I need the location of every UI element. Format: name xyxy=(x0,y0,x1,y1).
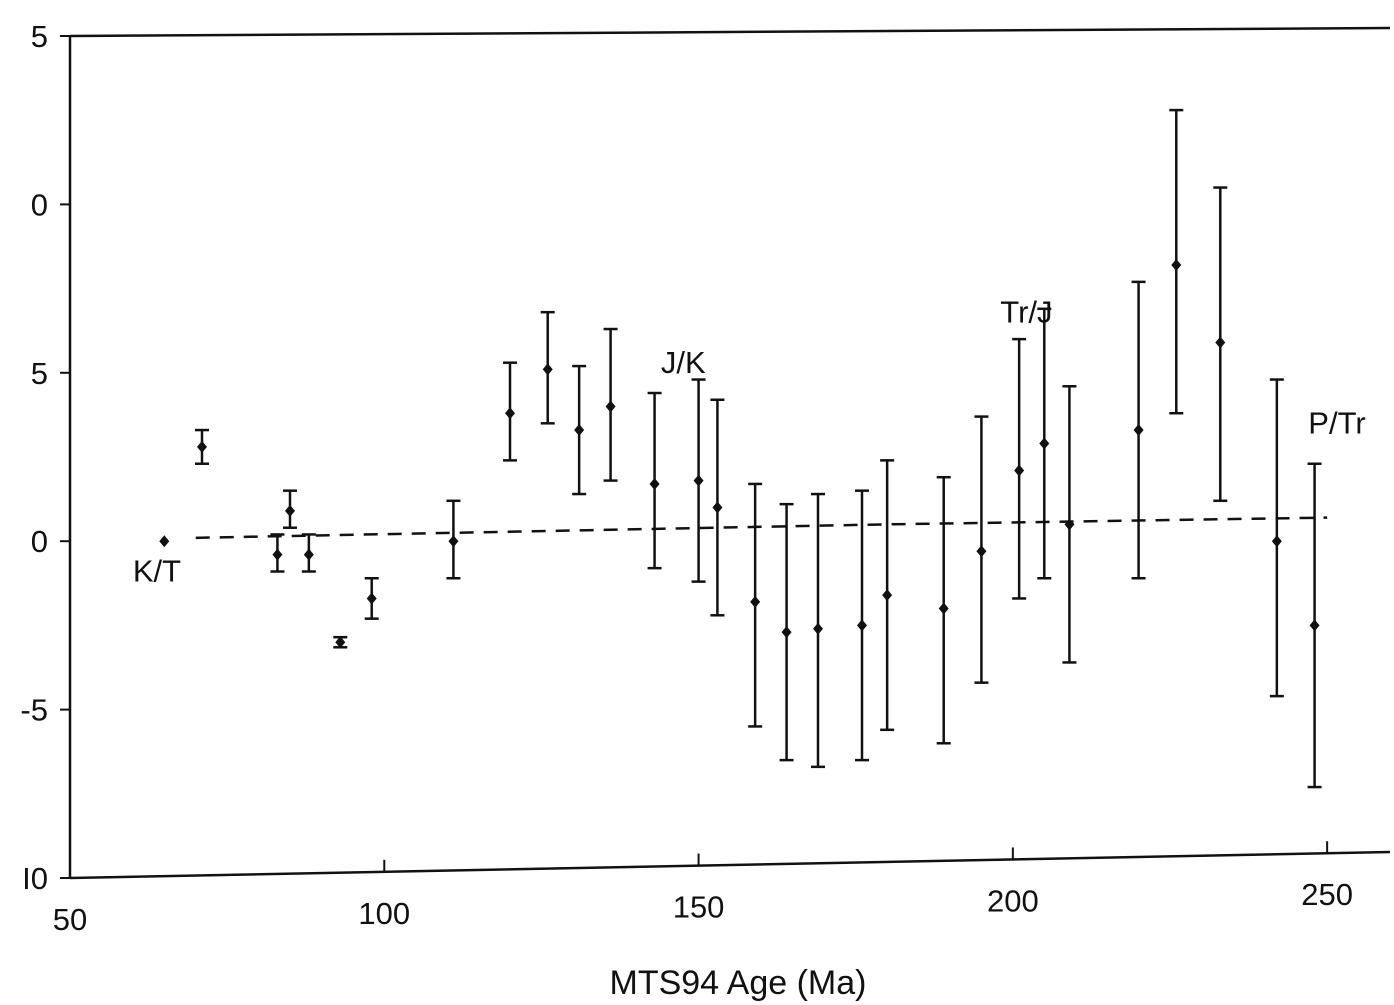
data-point xyxy=(647,391,662,570)
data-point xyxy=(1169,108,1184,415)
point-marker xyxy=(285,504,295,517)
data-point xyxy=(855,489,869,762)
point-marker xyxy=(1215,336,1226,349)
x-tick-label: 50 xyxy=(53,902,87,937)
point-marker xyxy=(813,622,823,635)
data-point xyxy=(540,310,555,425)
point-marker xyxy=(1171,259,1182,272)
point-marker xyxy=(159,535,170,548)
point-marker xyxy=(938,602,949,615)
point-marker xyxy=(693,474,704,487)
point-marker xyxy=(197,440,207,453)
x-tick-label: 200 xyxy=(987,883,1039,918)
data-points xyxy=(159,108,1322,789)
point-marker xyxy=(1064,518,1075,531)
y-axis-ticks: 5 0 5 0 -5 I0 xyxy=(20,19,70,896)
data-point xyxy=(710,398,725,617)
point-marker xyxy=(781,626,792,639)
y-tick-label: 5 xyxy=(31,356,48,391)
data-point xyxy=(1307,462,1322,789)
x-tick-label: 100 xyxy=(358,896,410,931)
data-point xyxy=(195,428,209,465)
data-point xyxy=(159,535,170,548)
point-marker xyxy=(272,548,283,561)
point-marker xyxy=(976,545,987,558)
x-axis-line xyxy=(69,850,1391,880)
x-axis-ticks: 50 100 150 200 250 xyxy=(53,841,1353,937)
y-tick-label: 5 xyxy=(31,19,48,54)
y-tick-label: -5 xyxy=(20,693,48,728)
boundary-label: Tr/J xyxy=(1000,294,1052,329)
data-point xyxy=(1012,337,1027,600)
top-frame-line xyxy=(69,26,1391,38)
point-marker xyxy=(857,619,867,632)
data-point xyxy=(1037,307,1052,580)
data-point xyxy=(974,415,989,684)
y-tick-label: I0 xyxy=(22,861,48,896)
data-point xyxy=(1269,378,1284,698)
boundary-annotations: K/T J/K Tr/J P/Tr xyxy=(133,294,1366,588)
point-marker xyxy=(1309,619,1320,632)
point-marker xyxy=(649,477,660,490)
x-axis-title: MTS94 Age (Ma) xyxy=(610,964,867,1002)
point-marker xyxy=(1014,464,1025,477)
y-tick-label: 0 xyxy=(31,524,48,559)
data-point xyxy=(446,499,461,580)
point-marker xyxy=(1039,437,1050,450)
data-point xyxy=(880,459,895,732)
data-point xyxy=(1131,280,1146,580)
reference-dashed-line xyxy=(195,516,1328,540)
boundary-label: J/K xyxy=(661,345,706,380)
data-point xyxy=(283,489,297,529)
point-marker xyxy=(882,589,893,602)
point-marker xyxy=(505,407,515,420)
point-marker xyxy=(542,363,553,376)
point-marker xyxy=(1133,424,1144,437)
data-point xyxy=(1062,385,1077,664)
data-point xyxy=(603,327,618,482)
data-point xyxy=(811,492,825,769)
point-marker xyxy=(303,548,314,561)
point-marker xyxy=(335,636,346,649)
x-tick-label: 250 xyxy=(1301,877,1353,912)
data-point xyxy=(503,361,517,462)
data-point xyxy=(572,364,587,496)
data-point xyxy=(691,378,706,583)
data-point xyxy=(936,475,951,745)
point-marker xyxy=(605,400,616,413)
data-point xyxy=(1213,186,1228,503)
point-marker xyxy=(448,535,459,548)
data-point xyxy=(301,533,316,573)
data-point xyxy=(779,502,794,762)
point-marker xyxy=(1271,535,1282,548)
y-tick-label: 0 xyxy=(31,187,48,222)
boundary-label: K/T xyxy=(133,554,181,589)
data-point xyxy=(270,533,285,573)
point-marker xyxy=(712,501,723,514)
data-point xyxy=(748,482,763,728)
point-marker xyxy=(366,592,377,605)
boundary-label: P/Tr xyxy=(1308,405,1365,440)
x-tick-label: 150 xyxy=(673,890,725,925)
data-point xyxy=(333,635,348,649)
plot-frame xyxy=(68,26,1391,880)
reference-line xyxy=(195,516,1328,540)
data-point xyxy=(364,576,379,620)
point-marker xyxy=(574,424,585,437)
point-marker xyxy=(750,595,761,608)
